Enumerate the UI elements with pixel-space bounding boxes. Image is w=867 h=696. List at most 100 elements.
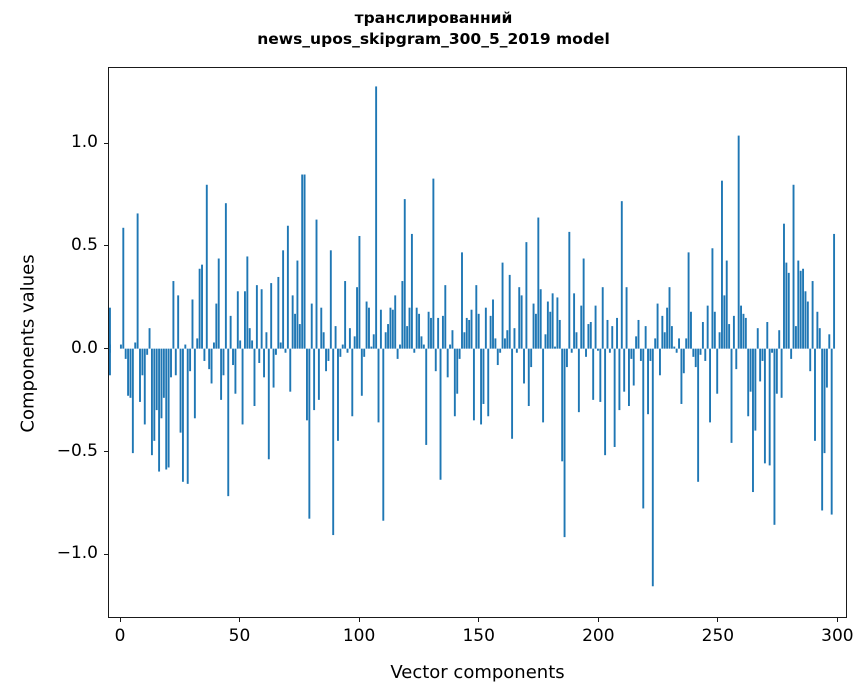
bar <box>818 328 821 349</box>
bar <box>234 348 237 394</box>
bar <box>470 309 473 349</box>
bar <box>809 348 812 372</box>
bar <box>577 348 580 413</box>
bar <box>236 291 239 349</box>
bar <box>594 305 597 349</box>
bar <box>129 348 132 398</box>
bar <box>558 319 561 349</box>
bar <box>160 348 163 419</box>
bar <box>511 348 514 439</box>
bar <box>415 307 418 349</box>
bar <box>747 348 750 417</box>
bar <box>573 293 576 349</box>
bar <box>554 346 556 349</box>
bar <box>551 293 554 349</box>
bar <box>494 338 497 349</box>
bar <box>172 281 175 349</box>
bar <box>341 344 344 349</box>
bar <box>215 303 218 349</box>
x-tick-mark <box>478 618 480 622</box>
x-tick-label: 150 <box>462 626 495 646</box>
bar <box>477 313 480 349</box>
bar <box>506 330 509 349</box>
bar <box>122 227 125 349</box>
x-tick-mark <box>597 618 599 622</box>
bar <box>360 348 363 396</box>
bar <box>618 348 621 411</box>
bar <box>427 311 430 349</box>
bar <box>193 348 196 419</box>
bar <box>294 313 296 349</box>
bar <box>303 174 306 349</box>
plot-area <box>108 67 847 618</box>
bar <box>339 348 342 357</box>
bar <box>363 348 366 357</box>
bar <box>742 313 745 349</box>
y-tick-mark <box>104 142 108 144</box>
bar <box>337 348 339 441</box>
bar <box>592 348 595 400</box>
bar <box>425 348 428 445</box>
bar <box>575 332 578 349</box>
bar <box>728 324 731 349</box>
x-tick-label: 0 <box>114 626 126 646</box>
bar <box>174 348 177 376</box>
bar <box>749 348 752 392</box>
bar <box>732 315 735 349</box>
bar <box>370 346 373 349</box>
bar <box>239 340 242 349</box>
bar <box>408 307 411 349</box>
bar <box>620 201 623 349</box>
bar <box>723 295 726 349</box>
bar <box>799 270 802 349</box>
bar <box>265 332 268 349</box>
bar <box>639 348 642 361</box>
bar <box>539 289 542 349</box>
bar <box>229 315 232 349</box>
bar <box>127 348 130 396</box>
bar <box>406 326 409 349</box>
bar <box>308 348 311 519</box>
bar <box>721 180 723 349</box>
bar <box>232 348 234 366</box>
bar <box>525 242 528 349</box>
bar <box>220 348 223 400</box>
bar <box>833 233 836 349</box>
bar <box>191 299 194 349</box>
bar <box>515 348 518 353</box>
bar <box>353 336 356 349</box>
bar <box>785 262 788 349</box>
bar <box>325 348 327 372</box>
bar <box>713 311 716 349</box>
bar <box>518 287 521 349</box>
bar <box>496 348 499 366</box>
bar <box>298 324 301 349</box>
bar <box>492 299 494 349</box>
bar <box>783 223 785 349</box>
bar <box>109 307 111 349</box>
bar <box>241 348 244 425</box>
y-tick-label: 1.0 <box>70 132 98 153</box>
bar <box>282 250 285 349</box>
bar <box>384 332 387 349</box>
bar <box>403 199 406 349</box>
bar <box>797 260 800 349</box>
bar <box>561 348 564 462</box>
bar <box>186 348 189 484</box>
bar <box>201 264 203 349</box>
bar <box>730 348 733 443</box>
bar <box>806 301 809 349</box>
bar <box>632 348 635 386</box>
bar <box>709 348 711 423</box>
bar <box>224 203 227 349</box>
bar <box>418 313 421 349</box>
bar <box>267 348 270 460</box>
bar <box>828 334 831 349</box>
bar <box>682 348 685 374</box>
bar <box>203 348 206 361</box>
bar <box>761 348 764 361</box>
y-tick-label: 0.0 <box>70 337 98 358</box>
bar <box>766 322 769 349</box>
bar <box>444 285 447 349</box>
bar <box>480 348 483 425</box>
